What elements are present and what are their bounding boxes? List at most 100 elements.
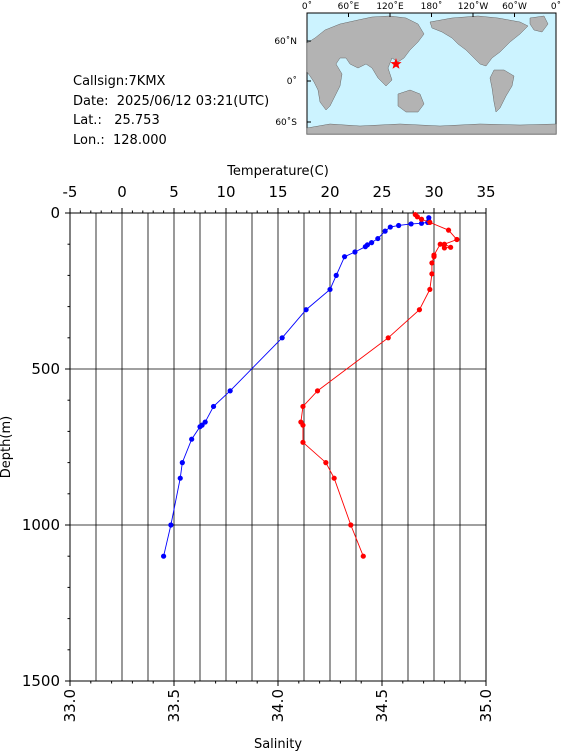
land-north-america	[429, 15, 529, 67]
temperature-data-point	[396, 222, 402, 229]
salinity-data-point	[429, 271, 435, 277]
map-lon-tick-label: 120˚E	[376, 1, 404, 12]
salinity-data-point	[427, 219, 433, 225]
salinity-data-point	[300, 422, 306, 428]
lat-line: Lat.: 25.753	[73, 111, 269, 131]
salinity-tick-label: 35.0	[477, 689, 495, 722]
temperature-tick-label: 15	[268, 183, 287, 201]
salinity-data-point	[360, 553, 366, 559]
temperature-data-point	[197, 424, 203, 430]
depth-axis: 0 500 1000 1500	[22, 204, 70, 690]
map-lon-tick-label: 180˚	[421, 1, 443, 12]
map-lat-tick-label: 60˚S	[275, 117, 297, 128]
temperature-data-point	[179, 460, 185, 466]
temperature-data-point	[352, 249, 358, 255]
salinity-data-point	[314, 388, 321, 394]
temperature-data-point	[333, 272, 339, 278]
station-info: Callsign:7KMX Date: 2025/06/12 03:21(UTC…	[73, 72, 269, 150]
lon-value: 128.000	[113, 132, 167, 148]
depth-tick-label: 1500	[22, 672, 60, 690]
chart-grid	[69, 212, 487, 682]
temperature-tick-label: 25	[372, 183, 391, 201]
salinity-data-point	[441, 245, 447, 251]
star-icon	[390, 58, 402, 69]
salinity-data-point	[445, 227, 452, 233]
temperature-axis: -5 0 5 10 15 20 25 30 35	[63, 183, 496, 213]
temperature-data-point	[387, 224, 393, 230]
callsign-value: 7KMX	[128, 74, 166, 89]
temperature-data-point	[341, 254, 348, 260]
salinity-tick-label: 34.5	[373, 689, 391, 722]
salinity-tick-label: 33.5	[165, 689, 183, 722]
salinity-data-point	[418, 216, 425, 222]
temperature-data-point	[375, 235, 381, 242]
depth-tick-label: 500	[31, 360, 60, 378]
map-lon-tick-label: 0˚	[302, 1, 312, 12]
temperature-tick-label: 35	[476, 183, 495, 201]
temperature-data-point	[177, 475, 183, 481]
salinity-axis-label: Salinity	[254, 737, 302, 751]
map-lon-tick-label: 60˚E	[338, 1, 360, 12]
temperature-data-point	[279, 335, 285, 341]
salinity-data-point	[431, 254, 437, 260]
temperature-data-point	[168, 522, 174, 528]
temperature-tick-label: 30	[424, 183, 443, 201]
temperature-data-point	[303, 307, 309, 313]
temperature-data-point	[382, 228, 388, 234]
callsign-line: Callsign:7KMX	[73, 72, 269, 92]
temperature-data-point	[189, 436, 195, 442]
salinity-data-point	[300, 403, 306, 410]
map-top-ticks: 0˚ 60˚E 120˚E 180˚ 120˚W 60˚W 0˚	[302, 1, 561, 17]
salinity-data-point	[437, 241, 443, 247]
temperature-axis-label: Temperature(C)	[226, 164, 329, 179]
date-line: Date: 2025/06/12 03:21(UTC)	[73, 92, 269, 112]
salinity-data-point	[385, 335, 391, 341]
depth-tick-label: 0	[50, 204, 60, 222]
temperature-data-point	[327, 286, 333, 293]
temperature-data-point	[418, 220, 425, 226]
date-label: Date:	[73, 93, 109, 109]
map-lat-tick-label: 0˚	[287, 76, 297, 87]
salinity-tick-label: 34.0	[269, 689, 287, 722]
salinity-data-point	[416, 307, 423, 313]
temperature-data-point	[408, 221, 414, 227]
salinity-tick-label: 33.0	[61, 689, 79, 722]
land-antarctica	[306, 123, 557, 135]
temperature-data-point	[227, 388, 233, 394]
profile-chart: -5 0 5 10 15 20 25 30 35 33.0 33.5 34.0 34.5 35.0 05…	[0, 164, 496, 751]
temperature-tick-label: 0	[117, 183, 127, 201]
lon-line: Lon.: 128.000	[73, 131, 269, 151]
map-lon-tick-label: 0˚	[551, 1, 561, 12]
callsign-label: Callsign:	[73, 74, 129, 89]
salinity-data-point	[331, 475, 337, 481]
lat-value: 25.753	[114, 113, 160, 128]
depth-axis-label: Depth(m)	[0, 416, 14, 478]
salinity-data-point	[323, 460, 329, 466]
map-left-ticks: 60˚N 0˚ 60˚S	[274, 36, 311, 128]
temperature-data-point	[161, 553, 167, 559]
lat-label: Lat.:	[73, 113, 102, 128]
temperature-data-point	[210, 403, 217, 410]
temperature-tick-label: 20	[320, 183, 339, 201]
world-map: 0˚ 60˚E 120˚E 180˚ 120˚W 60˚W 0˚ 60˚N 0˚ 60˚S	[274, 1, 561, 135]
lon-label: Lon.:	[73, 132, 105, 148]
salinity-data-point	[454, 236, 460, 243]
salinity-data-point	[348, 522, 354, 528]
date-value: 2025/06/12 03:21(UTC)	[116, 93, 270, 109]
temperature-profile-line	[163, 217, 430, 557]
map-lat-tick-label: 60˚N	[274, 36, 297, 47]
salinity-data-point	[441, 241, 447, 247]
depth-tick-label: 1000	[22, 516, 60, 534]
land-australia	[397, 89, 425, 113]
salinity-data-point	[429, 260, 435, 266]
temperature-tick-label: 5	[169, 183, 179, 201]
land-greenland	[529, 15, 549, 33]
temperature-tick-label: -5	[63, 183, 78, 201]
land-south-america	[489, 69, 515, 113]
salinity-data-point	[300, 439, 306, 445]
temperature-data-point	[369, 240, 375, 246]
salinity-data-point	[427, 286, 433, 293]
data-series	[161, 211, 460, 559]
salinity-profile-line	[300, 214, 458, 557]
